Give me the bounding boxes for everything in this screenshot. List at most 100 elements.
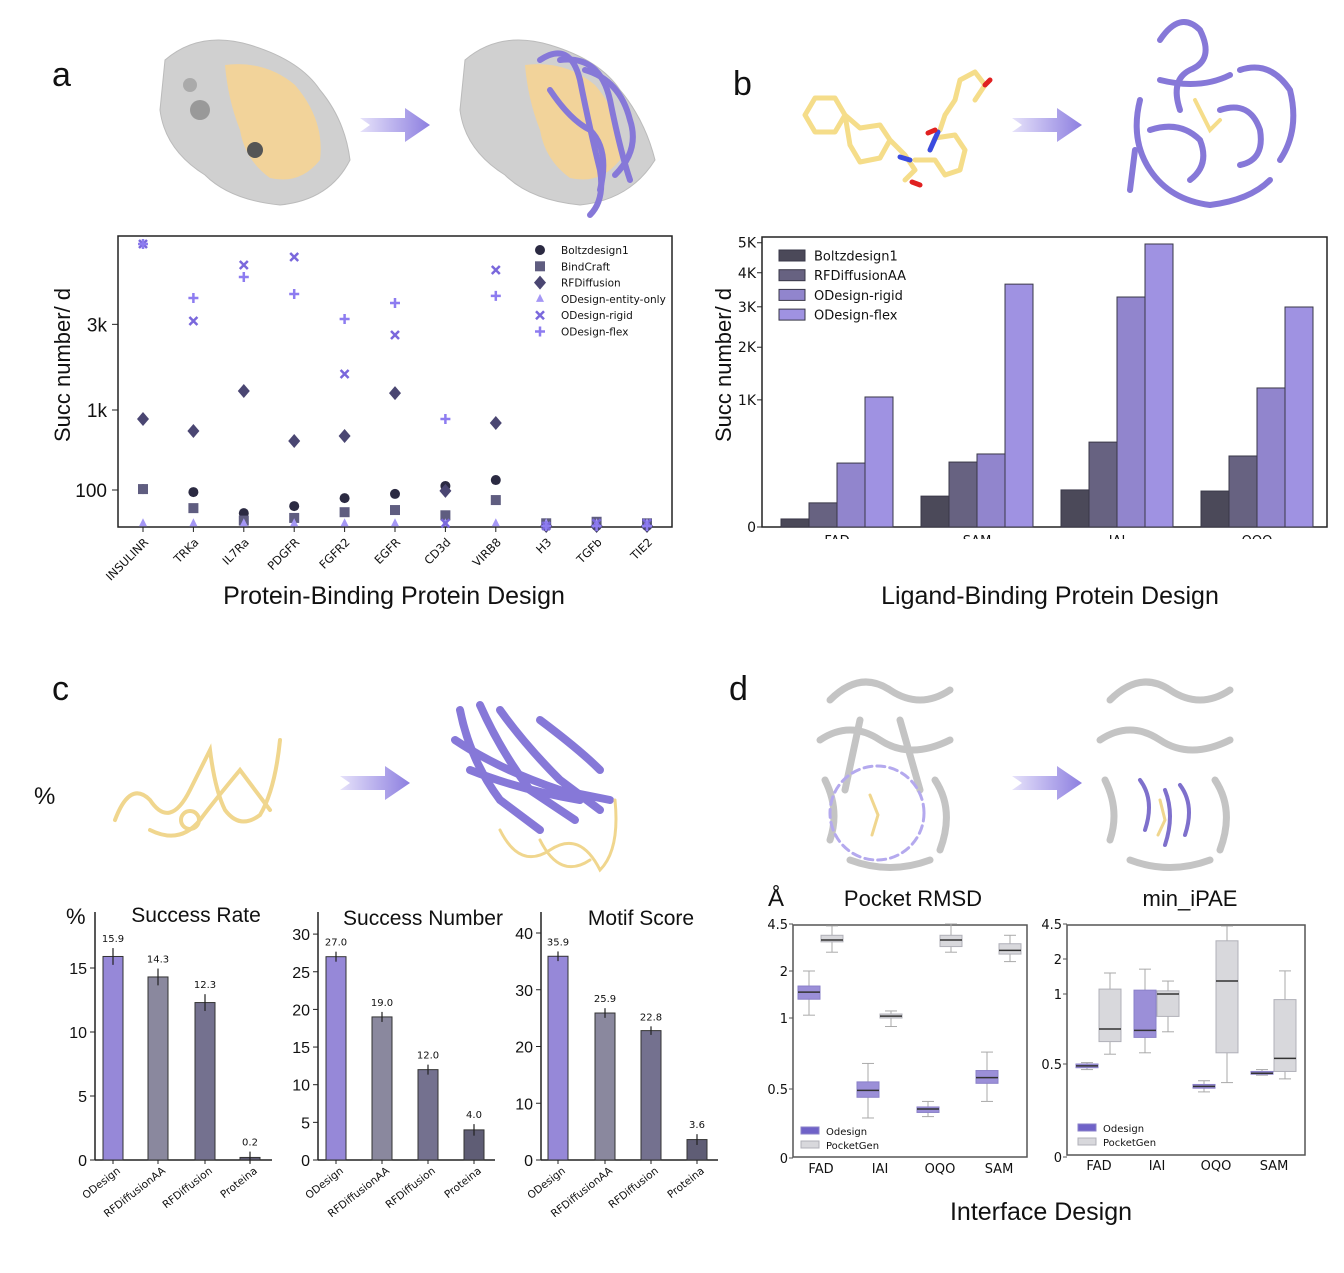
point-bindcraft (490, 495, 501, 506)
point-boltzdesign1 (339, 493, 350, 504)
x-tick-label: OQO (1201, 1159, 1232, 1174)
box (939, 934, 963, 948)
y-tick-label: 10 (515, 1096, 533, 1113)
legend-label: RFDiffusionAA (814, 269, 906, 284)
point-odesign-flex (591, 521, 602, 531)
point-odesign-flex (339, 314, 350, 325)
legend-label: ODesign-rigid (561, 310, 633, 322)
point-odesign-flex (188, 293, 199, 304)
y-tick-label: 5K (738, 236, 757, 252)
y-axis-unit-label: % (66, 904, 86, 929)
y-tick-label: 10 (69, 1025, 87, 1042)
bar-rfdiffusion (640, 1030, 662, 1161)
value-label: 4.0 (466, 1110, 482, 1121)
legend-swatch (800, 1126, 820, 1135)
bar-odesign-flex (864, 396, 894, 528)
value-label: 35.9 (547, 937, 569, 948)
box-odesign-fad (797, 970, 821, 1016)
bar-rfdiffusionaa (147, 976, 169, 1161)
y-tick-label: 20 (292, 1002, 310, 1019)
bar-rfdiffusionaa (1228, 455, 1258, 528)
box (1215, 940, 1239, 1054)
x-tick-label: IAI (1149, 1159, 1166, 1174)
legend-marker (535, 310, 545, 321)
legend-swatch (1077, 1123, 1097, 1132)
legend-label: ODesign-rigid (814, 289, 903, 304)
box-odesign-iai (856, 1062, 880, 1119)
point-bindcraft (339, 507, 350, 518)
bar-rfdiffusionaa (808, 502, 838, 528)
plot-frame (792, 924, 1028, 1158)
bar-odesign-flex (1284, 306, 1314, 528)
y-tick-label: 15 (69, 961, 87, 978)
legend-swatch (778, 288, 806, 301)
panel-c-percent-label: % (34, 783, 55, 810)
box-pocketgen-sam (998, 934, 1022, 963)
min-ipae-title: min_iPAE (1143, 886, 1238, 911)
legend-label: Odesign (826, 1127, 867, 1138)
x-tick-label: H3 (533, 535, 554, 556)
point-rfdiffusion (137, 412, 149, 427)
box (820, 934, 844, 943)
bar-odesign-rigid (1256, 387, 1286, 528)
x-tick-label: Proteina (665, 1165, 706, 1201)
x-tick-label: SAM (963, 534, 992, 549)
pocket-output-protein-illustration (1096, 678, 1234, 871)
bar-odesign (325, 956, 347, 1161)
value-label: 22.8 (640, 1012, 662, 1023)
box (1156, 990, 1180, 1017)
point-odesign-flex (541, 521, 552, 531)
point-bindcraft (289, 512, 300, 523)
box (1273, 999, 1297, 1072)
x-tick-label: RFDiffusion (606, 1165, 660, 1211)
point-rfdiffusion (187, 424, 200, 439)
x-tick-label: CD3d (421, 535, 453, 567)
box (856, 1081, 880, 1098)
point-odesign-flex (289, 289, 300, 300)
point-odesign-flex (238, 272, 249, 283)
legend-label: Boltzdesign1 (561, 245, 629, 257)
bar-odesign-rigid (1116, 296, 1146, 528)
x-tick-label: INSULINR (103, 535, 151, 583)
protein-binding-scatter-chart: Succ number/ d Protein-Binding Protein D… (50, 235, 673, 610)
y-tick-label: 15 (292, 1040, 310, 1057)
bar-odesign (102, 955, 124, 1161)
point-odesign-entity-only (290, 518, 299, 527)
panel-a-caption: Protein-Binding Protein Design (223, 582, 565, 610)
box-pocketgen-iai (879, 1010, 903, 1028)
legend-swatch (778, 308, 806, 321)
bar-odesign-flex (1144, 243, 1174, 528)
y-tick-label: 1 (1054, 988, 1062, 1003)
value-label: 0.2 (242, 1138, 258, 1149)
x-tick-label: TIE2 (627, 535, 655, 563)
legend-swatch (778, 249, 806, 262)
x-tick-label: Proteina (218, 1165, 259, 1201)
box-pocketgen-sam (1273, 970, 1297, 1080)
y-tick-label: 10 (292, 1078, 310, 1095)
chart-title: Success Rate (131, 904, 261, 927)
legend-swatch (1077, 1137, 1097, 1146)
bar-rfdiffusion (417, 1069, 439, 1161)
y-axis-unit-label: Å (768, 884, 784, 912)
point-boltzdesign1 (289, 501, 300, 512)
motif-scaffold-output-illustration (451, 701, 618, 873)
legend-label: BindCraft (561, 261, 610, 273)
x-tick-label: TGFb (573, 535, 605, 567)
y-axis-label: Succ number/ d (50, 288, 75, 442)
y-tick-label: 30 (292, 927, 310, 944)
x-tick-label: TRKa (170, 535, 201, 566)
box-pocketgen-oqo (939, 923, 963, 953)
box-odesign-oqo (1192, 1080, 1216, 1093)
arrow-icon (1012, 766, 1082, 800)
bar-odesign-flex (1004, 283, 1034, 528)
y-tick-label: 0 (1054, 1151, 1062, 1166)
point-bindcraft (440, 510, 451, 521)
legend-marker (535, 245, 545, 255)
bar-boltzdesign1 (1200, 490, 1230, 528)
point-odesign-entity-only (189, 518, 198, 527)
value-label: 25.9 (594, 994, 616, 1005)
value-label: 12.3 (194, 980, 216, 991)
box-pocketgen-fad (1098, 972, 1122, 1055)
point-odesign-entity-only (340, 518, 349, 527)
